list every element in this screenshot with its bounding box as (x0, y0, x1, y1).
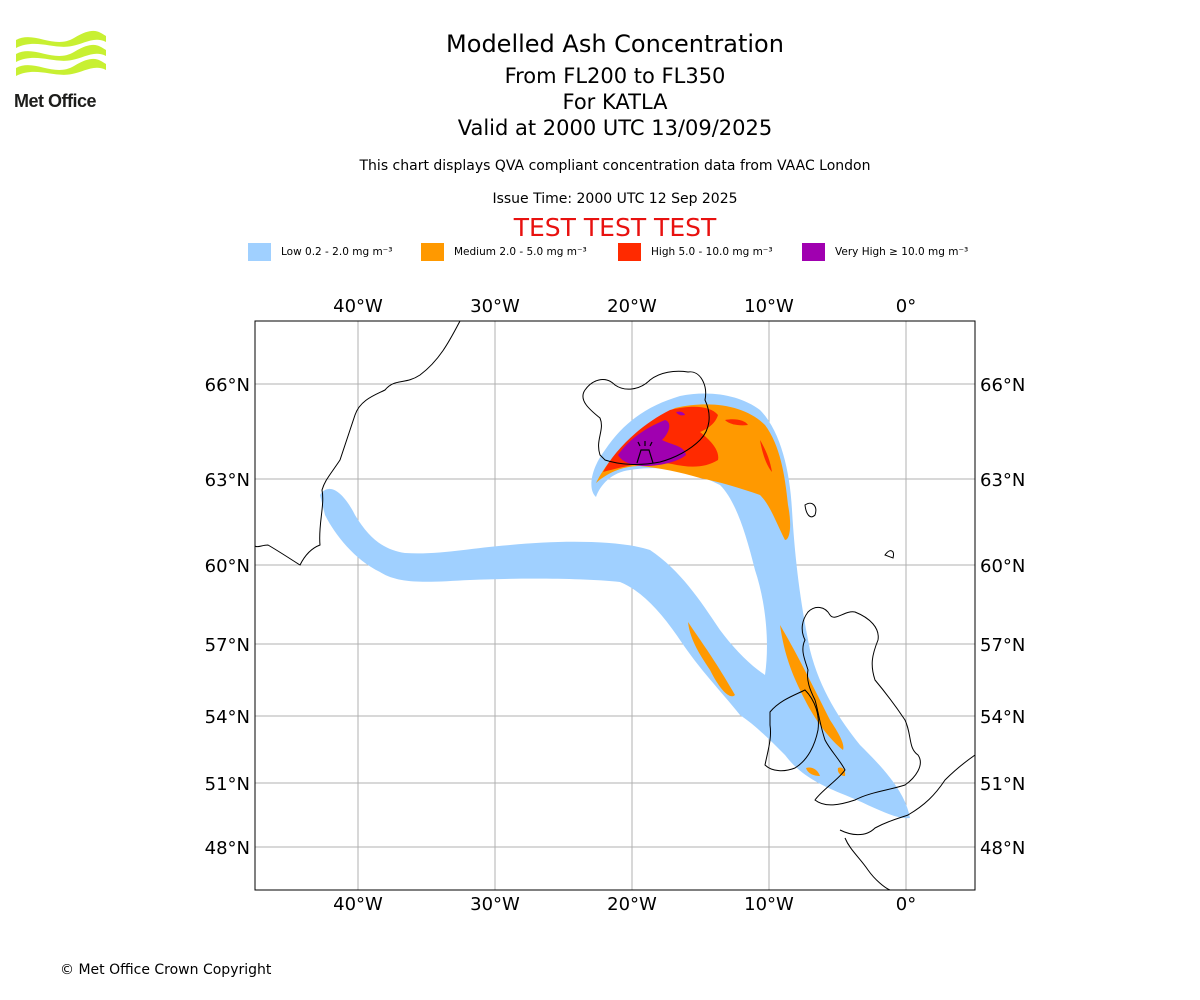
valid-time: Valid at 2000 UTC 13/09/2025 (457, 116, 773, 140)
chart-description: This chart displays QVA compliant concen… (359, 158, 871, 174)
legend-item-low: Low 0.2 - 2.0 mg m⁻³ (248, 243, 392, 261)
lon-label: 10°W (744, 296, 794, 317)
map-frame (254, 320, 976, 891)
lat-label: 57°N (980, 635, 1025, 656)
lat-label: 63°N (980, 470, 1025, 491)
lon-label: 20°W (607, 296, 657, 317)
map-area (255, 321, 975, 890)
lat-label: 57°N (205, 635, 250, 656)
legend-swatch-high (618, 243, 641, 261)
lon-label: 30°W (470, 894, 520, 915)
lat-label: 60°N (980, 556, 1025, 577)
lat-label: 66°N (980, 375, 1025, 396)
coastlines (255, 321, 975, 890)
lon-labels-bottom: 40°W 30°W 20°W 10°W 0° (333, 894, 916, 915)
legend-swatch-very-high (802, 243, 825, 261)
lon-label: 40°W (333, 894, 383, 915)
test-banner: TEST TEST TEST (513, 213, 717, 242)
legend-swatch-low (248, 243, 271, 261)
legend-item-very-high: Very High ≥ 10.0 mg m⁻³ (802, 243, 968, 261)
legend-label-very-high: Very High ≥ 10.0 mg m⁻³ (835, 246, 969, 258)
lon-label: 0° (896, 894, 916, 915)
lon-label: 20°W (607, 894, 657, 915)
volcano-name: For KATLA (562, 90, 668, 114)
legend-label-low: Low 0.2 - 2.0 mg m⁻³ (281, 246, 393, 258)
flight-level-range: From FL200 to FL350 (504, 64, 726, 88)
volcano-icon (636, 441, 654, 464)
legend-label-medium: Medium 2.0 - 5.0 mg m⁻³ (454, 246, 587, 258)
ash-low-concentration-area (320, 393, 910, 819)
met-office-logo (16, 30, 106, 76)
lat-label: 63°N (205, 470, 250, 491)
lon-label: 40°W (333, 296, 383, 317)
lon-labels-top: 40°W 30°W 20°W 10°W 0° (333, 296, 916, 317)
legend: Low 0.2 - 2.0 mg m⁻³ Medium 2.0 - 5.0 mg… (0, 243, 1200, 265)
lat-labels-right: 66°N 63°N 60°N 57°N 54°N 51°N 48°N (980, 375, 1025, 859)
lon-label: 0° (896, 296, 916, 317)
lat-label: 54°N (980, 707, 1025, 728)
logo-text: Met Office (14, 91, 97, 111)
chart-title: Modelled Ash Concentration (446, 30, 784, 58)
lat-label: 66°N (205, 375, 250, 396)
lon-label: 10°W (744, 894, 794, 915)
lat-label: 54°N (205, 707, 250, 728)
copyright: © Met Office Crown Copyright (60, 962, 272, 978)
lat-label: 51°N (205, 774, 250, 795)
lon-label: 30°W (470, 296, 520, 317)
lat-label: 48°N (980, 838, 1025, 859)
issue-time: Issue Time: 2000 UTC 12 Sep 2025 (492, 191, 738, 207)
lat-label: 60°N (205, 556, 250, 577)
lat-label: 51°N (980, 774, 1025, 795)
lat-labels-left: 66°N 63°N 60°N 57°N 54°N 51°N 48°N (205, 375, 250, 859)
legend-swatch-medium (421, 243, 444, 261)
legend-item-high: High 5.0 - 10.0 mg m⁻³ (618, 243, 773, 261)
legend-item-medium: Medium 2.0 - 5.0 mg m⁻³ (421, 243, 587, 261)
legend-label-high: High 5.0 - 10.0 mg m⁻³ (651, 246, 773, 258)
lat-label: 48°N (205, 838, 250, 859)
